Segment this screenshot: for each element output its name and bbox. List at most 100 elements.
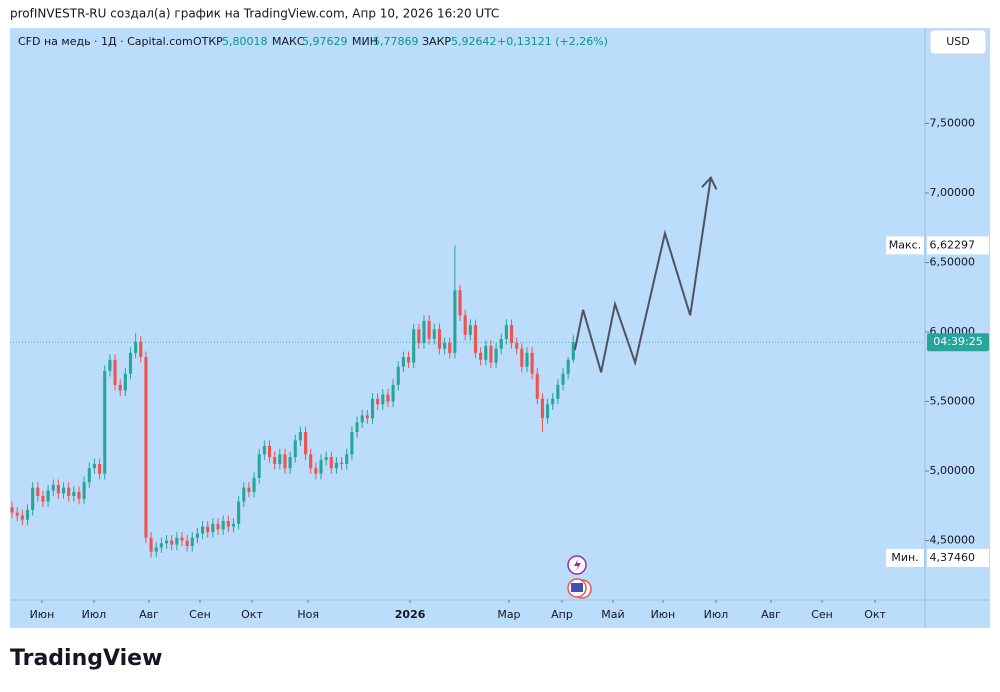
x-tick-label: Окт <box>241 608 263 621</box>
candle-body <box>226 521 230 527</box>
candle-body <box>334 462 338 469</box>
candle-body <box>25 509 30 520</box>
currency[interactable]: USD <box>946 35 970 48</box>
candle-body <box>458 290 462 316</box>
candle-body <box>51 484 55 491</box>
candle-body <box>515 343 519 349</box>
candle-body <box>417 329 421 344</box>
candle-body <box>56 484 60 494</box>
x-tick-label: 2026 <box>395 608 426 621</box>
candle-body <box>185 540 189 547</box>
candle-body <box>134 341 138 353</box>
candle-body <box>484 345 488 360</box>
candle-body <box>499 338 503 349</box>
x-tick-label: Ноя <box>297 608 319 621</box>
candle-body <box>360 415 364 423</box>
candle-body <box>432 329 436 339</box>
candle-body <box>149 537 153 552</box>
candle-body <box>365 415 369 419</box>
candle-body <box>391 384 395 402</box>
candle-body <box>123 373 127 391</box>
candle-body <box>530 352 534 374</box>
time-axis <box>10 600 990 628</box>
candle-body <box>20 515 24 520</box>
last-price-label: 04:39:25 <box>933 335 982 348</box>
candle-body <box>314 468 318 474</box>
y-tick-label: 5,50000 <box>930 395 976 408</box>
candle-body <box>103 370 107 474</box>
candle-body <box>304 432 308 455</box>
candle-body <box>201 526 205 534</box>
candle-body <box>504 325 508 339</box>
candle-body <box>87 468 91 483</box>
candle-body <box>453 290 457 353</box>
low-label: МИН <box>352 35 378 48</box>
header: profINVESTR-RU создал(а) график на Tradi… <box>10 7 499 21</box>
marker-value: 6,62297 <box>930 238 976 251</box>
candle-body <box>540 398 544 419</box>
candle-body <box>473 325 478 353</box>
event-icons <box>567 555 592 599</box>
candle-body <box>324 457 328 460</box>
candle-body <box>257 454 261 478</box>
chart-pane <box>10 28 925 600</box>
open-label: ОТКР <box>193 35 223 48</box>
candle-body <box>561 373 565 385</box>
candle-body <box>72 491 76 497</box>
x-tick-label: Авг <box>761 608 781 621</box>
candle-body <box>98 464 102 474</box>
marker-box <box>886 236 924 255</box>
candle-body <box>252 477 256 492</box>
candle-body <box>267 445 272 458</box>
close-label: ЗАКР <box>422 35 451 48</box>
high-value: 5,97629 <box>302 35 348 48</box>
last-price-box <box>927 333 989 352</box>
candle-body <box>546 404 550 419</box>
y-tick-label: 7,50000 <box>930 116 976 129</box>
candle-body <box>82 482 86 499</box>
candle-body <box>355 422 359 433</box>
candle-body <box>376 398 380 405</box>
event-icon-glyph <box>574 559 581 571</box>
candle-body <box>108 359 112 371</box>
y-tick-label: 5,00000 <box>930 464 976 477</box>
candle-body <box>443 343 447 349</box>
candle-body <box>206 526 210 533</box>
x-tick-label: Май <box>601 608 624 621</box>
candle-body <box>216 523 220 530</box>
y-tick-label: 4,50000 <box>930 534 976 547</box>
currency-button[interactable] <box>929 29 987 55</box>
candle-body <box>118 384 122 391</box>
candle-body <box>571 342 575 360</box>
candle-body <box>77 491 81 499</box>
candle-body <box>288 457 292 469</box>
candle-body <box>509 325 514 344</box>
candle-body <box>67 487 71 497</box>
candle-body <box>463 315 467 335</box>
candle-body <box>231 523 236 527</box>
candle-body <box>437 329 441 349</box>
price-axis <box>925 28 990 600</box>
x-tick-label: Окт <box>864 608 886 621</box>
candle-body <box>489 345 493 363</box>
candle-body <box>41 496 45 502</box>
candle-body <box>247 487 251 492</box>
candle-body <box>551 398 555 405</box>
candle-body <box>381 394 385 405</box>
low-value: 5,77869 <box>373 35 419 48</box>
candle-body <box>566 359 570 374</box>
x-tick-label: Сен <box>189 608 211 621</box>
candle-body <box>139 341 143 358</box>
candle-body <box>396 366 400 385</box>
candle-body <box>422 320 426 344</box>
candle-body <box>175 537 179 545</box>
x-tick-label: Апр <box>551 608 573 621</box>
x-tick-label: Сен <box>811 608 833 621</box>
legend: CFD на медь · 1Д · Capital.com ОТКР 5,80… <box>18 35 608 48</box>
marker-value-box <box>927 548 989 567</box>
x-tick-label: Июл <box>704 608 729 621</box>
candle-body <box>170 540 174 545</box>
footer-logo: TradingView <box>10 646 162 671</box>
candle-body <box>195 533 199 538</box>
marker-box <box>886 548 924 567</box>
